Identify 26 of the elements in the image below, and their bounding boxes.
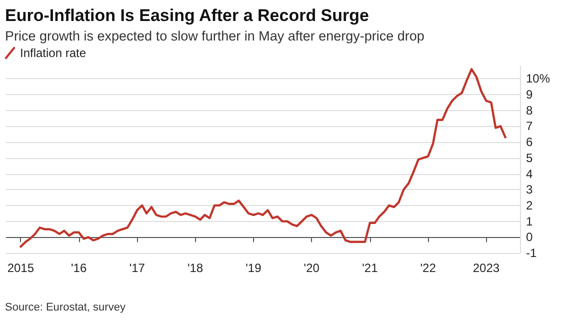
chart-subtitle: Price growth is expected to slow further in May after energy-price drop: [5, 28, 424, 44]
y-tick-label: 5: [526, 150, 533, 165]
source-note: Source: Eurostat, survey: [5, 302, 126, 314]
y-tick-label: 1: [526, 214, 533, 228]
x-tick-label: 2015: [7, 261, 34, 275]
y-tick-label: 4: [526, 166, 533, 181]
y-tick-label: 10%: [526, 72, 550, 86]
legend-label: Inflation rate: [20, 46, 86, 60]
chart-title: Euro-Inflation Is Easing After a Record Surge: [5, 6, 369, 25]
y-tick-label: 8: [526, 103, 533, 118]
x-tick-label: 2023: [472, 261, 500, 275]
y-tick-label: -1: [526, 246, 537, 260]
x-tick-label: '19: [246, 261, 262, 275]
y-tick-label: 2: [526, 198, 533, 212]
y-tick-label: 7: [526, 119, 533, 134]
y-tick-label: 9: [526, 88, 533, 102]
x-tick-label: '17: [129, 261, 146, 275]
y-tick-label: 6: [526, 135, 533, 150]
x-tick-label: '20: [304, 261, 320, 275]
line-series: [20, 68, 506, 248]
x-tick-label: '18: [187, 261, 204, 275]
y-tick-label: 0: [526, 230, 533, 244]
x-tick-label: '22: [420, 261, 436, 275]
x-tick-label: '21: [362, 261, 378, 275]
x-tick-label: '16: [70, 261, 87, 275]
y-tick-label: 3: [526, 182, 533, 197]
